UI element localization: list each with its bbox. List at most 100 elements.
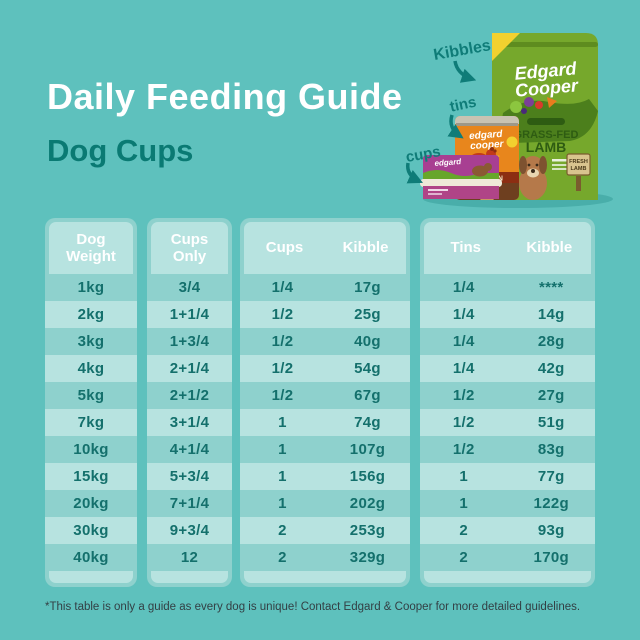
panel-tins-kibble: Tins Kibble 1/4 **** 1/4 14g 1/4 28g 1/4 42g 1/2… xyxy=(420,218,595,587)
table-cell: 3kg xyxy=(77,333,105,350)
table-row: 1/4 17g xyxy=(240,274,410,301)
tin-logo-line1: edgard xyxy=(469,129,504,142)
table-cell: 3+1/4 xyxy=(169,414,210,431)
table-row: 1/2 54g xyxy=(240,355,410,382)
table-cell: 1/2 xyxy=(271,333,294,350)
header-label-kibble: Kibble xyxy=(342,239,389,257)
column-header-dog-weight: Dog Weight xyxy=(49,222,133,274)
table-cell: 10kg xyxy=(73,441,109,458)
cup-logo-line1: edgard xyxy=(434,157,462,168)
table-cell: 1 xyxy=(278,414,287,431)
header-label: Dog Weight xyxy=(66,230,116,265)
table-cell: 1/2 xyxy=(452,441,475,458)
table-row: 1/4 **** xyxy=(420,274,595,301)
table-cell: 156g xyxy=(349,468,386,485)
tin-logo-line2: cooper xyxy=(470,139,505,152)
table-cell: 14g xyxy=(537,306,565,323)
table-row: 12 xyxy=(147,544,232,571)
bag-flavor-line1: GRASS-FED xyxy=(514,129,579,141)
cup-image: edgard xyxy=(420,155,502,199)
table-row: 30kg xyxy=(45,517,137,544)
column-header-cups-only: Cups Only xyxy=(151,222,228,274)
table-row: 1/4 14g xyxy=(420,301,595,328)
table-cell: 1/4 xyxy=(271,279,294,296)
rows-cups-kibble: 1/4 17g 1/2 25g 1/2 40g 1/2 54g 1/2 67g 1 74g 1 107g 1… xyxy=(240,274,410,571)
table-row: 1+1/4 xyxy=(147,301,232,328)
table-cell: 202g xyxy=(349,495,386,512)
table-row: 9+3/4 xyxy=(147,517,232,544)
panel-footer xyxy=(244,571,406,583)
table-cell: 1+3/4 xyxy=(169,333,210,350)
table-row: 1 122g xyxy=(420,490,595,517)
fresh-lamb-sign: FRESH LAMB xyxy=(566,153,591,191)
table-cell: 1/4 xyxy=(452,279,475,296)
annotation-tins: tins xyxy=(447,94,478,139)
column-header-tins-kibble: Tins Kibble xyxy=(424,222,591,274)
table-row: 10kg xyxy=(45,436,137,463)
table-cell: 1 xyxy=(278,468,287,485)
table-row: 1/2 83g xyxy=(420,436,595,463)
table-cell: 1 xyxy=(278,495,287,512)
table-cell: 1/2 xyxy=(271,306,294,323)
table-cell: 42g xyxy=(537,360,565,377)
table-cell: 1/4 xyxy=(452,306,475,323)
tins-arrow-icon xyxy=(447,114,464,139)
table-row: 2 253g xyxy=(240,517,410,544)
table-cell: 15kg xyxy=(73,468,109,485)
table-row: 2 93g xyxy=(420,517,595,544)
tins-label: tins xyxy=(448,94,478,116)
page-title: Daily Feeding Guide xyxy=(47,76,403,117)
table-cell: 1/2 xyxy=(452,414,475,431)
table-row: 1kg xyxy=(45,274,137,301)
table-cell: 2 xyxy=(459,522,469,539)
kibbles-label: Kibbles xyxy=(432,37,492,64)
table-row: 5kg xyxy=(45,382,137,409)
table-row: 1/4 42g xyxy=(420,355,595,382)
table-cell: 329g xyxy=(349,549,386,566)
cups-label: cups xyxy=(405,143,442,166)
table-row: 15kg xyxy=(45,463,137,490)
table-cell: 54g xyxy=(354,360,381,377)
table-cell: 1 xyxy=(278,441,287,458)
table-row: 4+1/4 xyxy=(147,436,232,463)
bag-dog-image xyxy=(519,156,547,200)
table-cell: 1 xyxy=(459,468,469,485)
header-label-cups: Cups xyxy=(265,239,304,257)
table-cell: 2 xyxy=(278,549,287,566)
rows-dog-weight: 1kg 2kg 3kg 4kg 5kg 7kg 10kg 15kg 20kg 30kg 40kg xyxy=(45,274,137,571)
table-cell: 1+1/4 xyxy=(169,306,210,323)
table-cell: 20kg xyxy=(73,495,109,512)
table-cell: 7kg xyxy=(77,414,105,431)
header-label: Cups Only xyxy=(170,230,209,265)
table-cell: 67g xyxy=(354,387,381,404)
table-cell: 77g xyxy=(537,468,565,485)
annotation-cups: cups xyxy=(405,143,442,184)
rows-cups-only: 3/4 1+1/4 1+3/4 2+1/4 2+1/2 3+1/4 4+1/4 5+3/4 7+… xyxy=(147,274,232,571)
table-cell: 1kg xyxy=(77,279,105,296)
table-row: 1/2 25g xyxy=(240,301,410,328)
cups-arrow-icon xyxy=(405,162,424,184)
table-row: 1/4 28g xyxy=(420,328,595,355)
table-row: 20kg xyxy=(45,490,137,517)
table-row: 2 329g xyxy=(240,544,410,571)
table-row: 2kg xyxy=(45,301,137,328)
panel-footer xyxy=(151,571,228,583)
header-label-kibble: Kibble xyxy=(526,239,573,257)
table-cell: 4kg xyxy=(77,360,105,377)
kibble-bag-image: Edgard Cooper GRASS-FED LAMB xyxy=(492,33,598,200)
table-row: 40kg xyxy=(45,544,137,571)
table-row: 1 77g xyxy=(420,463,595,490)
table-cell: 51g xyxy=(537,414,565,431)
table-cell: 253g xyxy=(349,522,386,539)
table-row: 4kg xyxy=(45,355,137,382)
table-row: 7kg xyxy=(45,409,137,436)
panel-footer xyxy=(424,571,591,583)
table-cell: 1/2 xyxy=(452,387,475,404)
table-cell: 2+1/4 xyxy=(169,360,210,377)
footnote: *This table is only a guide as every dog… xyxy=(45,601,581,613)
table-cell: 25g xyxy=(354,306,381,323)
table-cell: 5+3/4 xyxy=(169,468,210,485)
rows-tins-kibble: 1/4 **** 1/4 14g 1/4 28g 1/4 42g 1/2 27g 1/2 51g 1/2… xyxy=(420,274,595,571)
panel-cups-kibble: Cups Kibble 1/4 17g 1/2 25g 1/2 40g 1/2 54g 1/2 6… xyxy=(240,218,410,587)
